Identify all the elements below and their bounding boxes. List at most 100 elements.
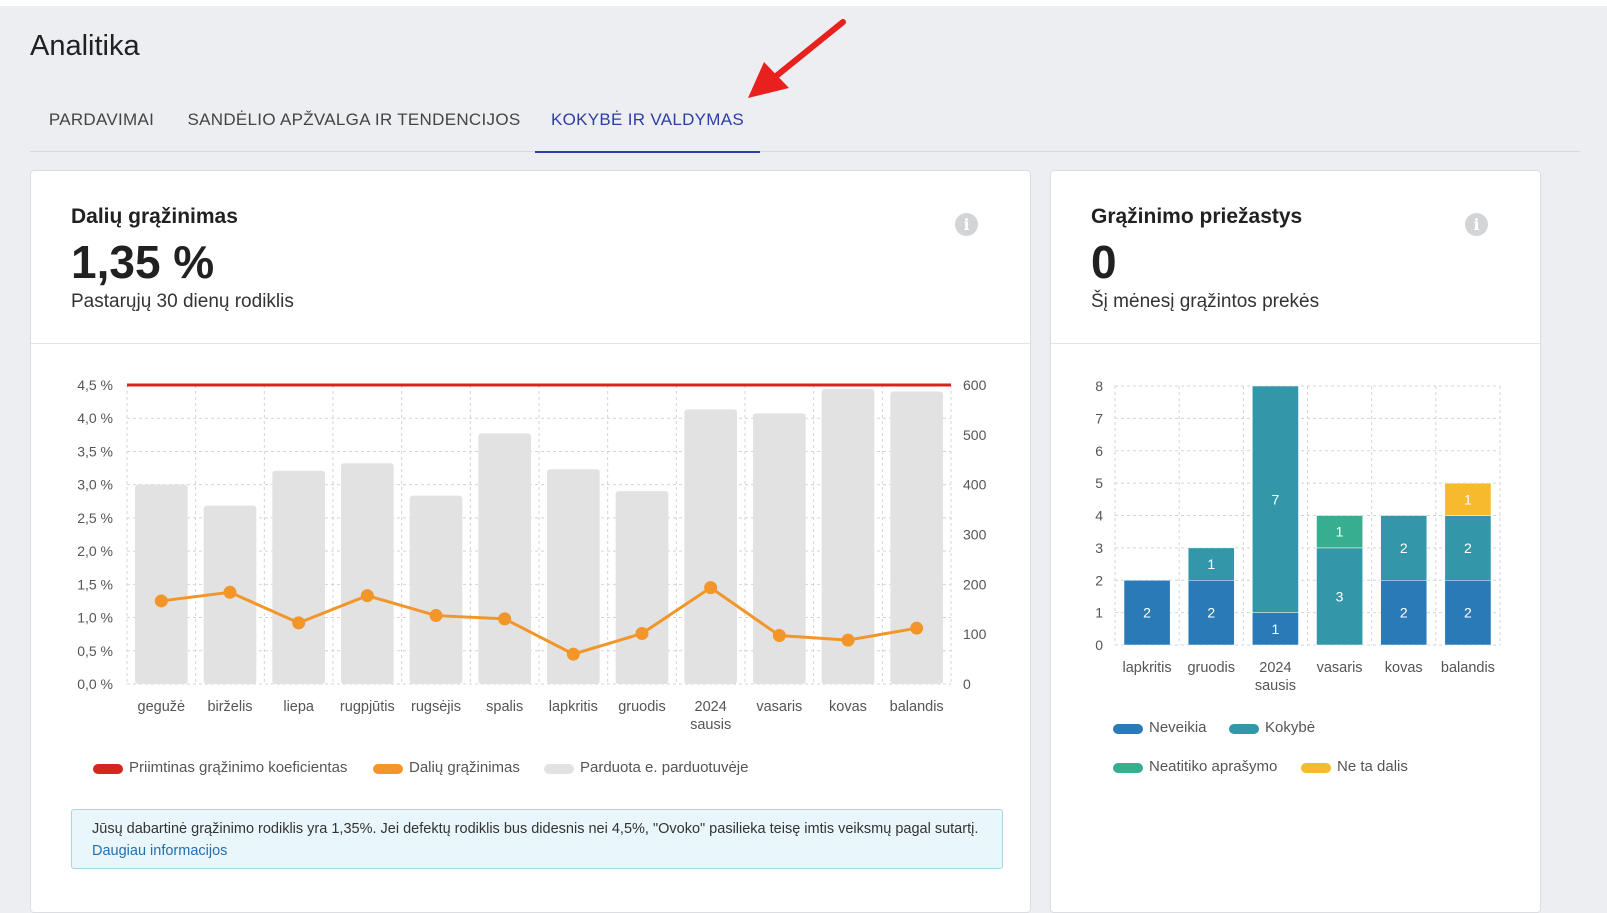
segment-value-label: 2 [1400,540,1408,556]
y-tick-label: 1 [1095,605,1103,621]
returns-rate-value: 1,35 % [71,236,215,288]
sold-bar [409,495,463,684]
sold-bar [547,469,600,684]
segment-value-label: 3 [1336,588,1344,604]
y-right-tick-label: 0 [963,676,971,692]
returns-point [910,621,924,635]
segment-value-label: 2 [1464,540,1472,556]
returns-line [161,585,917,656]
legend-label: Parduota e. parduotuvėje [580,759,749,776]
returns-point [772,628,786,642]
returns-card: Dalių grąžinimas 1,35 % Pastarųjų 30 die… [30,170,1031,913]
return-reasons-card: Grąžinimo priežastys 0 Šį mėnesį grąžint… [1050,170,1541,913]
x-tick-label: liepa [283,699,315,715]
y-tick-label: 6 [1095,443,1103,459]
y-tick-label: 3 [1095,540,1103,556]
returns-point [223,585,237,599]
segment-value-label: 2 [1207,605,1215,621]
y-left-tick-label: 2,5 % [77,510,113,526]
x-tick-label: rugsėjis [411,699,461,715]
info-icon[interactable]: i [1465,213,1488,236]
tab-sandelio-apzvalga[interactable]: SANDĖLIO APŽVALGA IR TENDENCIJOS [187,110,521,129]
returns-card-subtitle: Pastarųjų 30 dienų rodiklis [71,291,294,312]
returns-point [429,609,443,623]
sold-bar [272,470,325,684]
y-tick-label: 2 [1095,572,1103,588]
return-reasons-card-header: Grąžinimo priežastys 0 Šį mėnesį grąžint… [1051,171,1540,344]
top-strip [0,0,1607,6]
returns-point [841,633,855,647]
legend-swatch [544,764,574,774]
segment-value-label: 1 [1464,491,1472,507]
info-icon[interactable]: i [955,213,978,236]
y-right-tick-label: 600 [963,377,987,393]
reason-bar-segment [1123,580,1171,646]
y-tick-label: 8 [1095,378,1103,394]
sold-bar [478,433,531,684]
y-right-tick-label: 300 [963,527,987,543]
returns-point [704,581,718,595]
y-right-tick-label: 500 [963,427,987,443]
y-tick-label: 0 [1095,637,1103,653]
y-left-tick-label: 4,0 % [77,410,113,426]
return-reasons-subtitle: Šį mėnesį grąžintos prekės [1091,291,1320,312]
y-tick-label: 4 [1095,508,1103,524]
legend-label: Kokybė [1265,719,1316,736]
sold-bar [890,391,943,684]
sold-bar [615,491,669,684]
reason-bar-segment [1316,515,1363,549]
y-left-tick-label: 1,0 % [77,610,113,626]
x-tick-label: kovas [829,699,867,715]
x-tick-label: balandis [1441,660,1495,676]
reason-bar-segment [1444,482,1492,516]
reason-bar-segment [1187,580,1235,646]
x-tick-label: gruodis [618,699,666,715]
y-left-tick-label: 3,0 % [77,477,113,493]
x-tick-label: birželis [207,699,252,715]
legend-label: Dalių grąžinimas [409,759,520,776]
legend-label: Neveikia [1149,719,1207,736]
more-info-link[interactable]: Daugiau informacijos [92,843,228,859]
returns-point [360,589,374,603]
return-reasons-chart: 0 1 2 3 4 5 6 7 8 2 lapkritis 2 1 gruodis 1 7 2024 sausis… [1095,378,1501,694]
x-tick-label: sausis [1255,678,1296,694]
segment-value-label: 2 [1400,605,1408,621]
y-right-tick-label: 100 [963,626,987,642]
sold-bar [135,484,188,684]
notice-text: Jūsų dabartinė grąžinimo rodiklis yra 1,… [92,821,979,837]
legend-swatch [1113,763,1143,773]
segment-value-label: 1 [1272,621,1280,637]
page-title: Analitika [30,30,140,62]
y-left-tick-label: 3,5 % [77,443,113,459]
returns-point [566,647,580,661]
legend-swatch [1229,724,1259,734]
y-left-tick-label: 0,0 % [77,676,113,692]
x-tick-label: balandis [890,699,944,715]
segment-value-label: 1 [1336,524,1344,540]
x-tick-label: 2024 [1259,660,1291,676]
x-tick-label: sausis [690,717,731,733]
tab-kokybe-ir-valdymas[interactable]: KOKYBĖ IR VALDYMAS [535,96,760,153]
tab-bar: PARDAVIMAI SANDĖLIO APŽVALGA IR TENDENCI… [30,96,1580,153]
y-left-tick-label: 1,5 % [77,576,113,592]
returns-chart-legend: Priimtinas grąžinimo koeficientas Dalių … [93,759,993,781]
x-tick-label: lapkritis [1123,660,1172,676]
sold-bar [753,413,806,684]
returns-chart: 0,0 % 0,5 % 1,0 % 1,5 % 2,0 % 2,5 % 3,0 % 3,5 %… [77,377,987,733]
sold-bar [821,388,875,684]
reason-bar-segment [1380,515,1428,581]
tab-pardavimai[interactable]: PARDAVIMAI [48,110,155,129]
reason-bar-segment [1316,547,1363,646]
return-rate-notice: Jūsų dabartinė grąžinimo rodiklis yra 1,… [71,809,1003,869]
y-left-tick-label: 4,5 % [77,377,113,393]
legend-swatch [1113,724,1143,734]
reason-bar-segment [1380,580,1428,646]
reason-bar-segment [1444,515,1492,581]
returns-point [154,594,168,608]
y-tick-label: 7 [1095,410,1103,426]
x-tick-label: 2024 [695,699,727,715]
returns-point [498,612,512,626]
return-reasons-legend: Neveikia Kokybė Neatitiko aprašymo Ne ta… [1113,719,1513,779]
y-left-tick-label: 0,5 % [77,643,113,659]
sold-bar [684,409,737,684]
